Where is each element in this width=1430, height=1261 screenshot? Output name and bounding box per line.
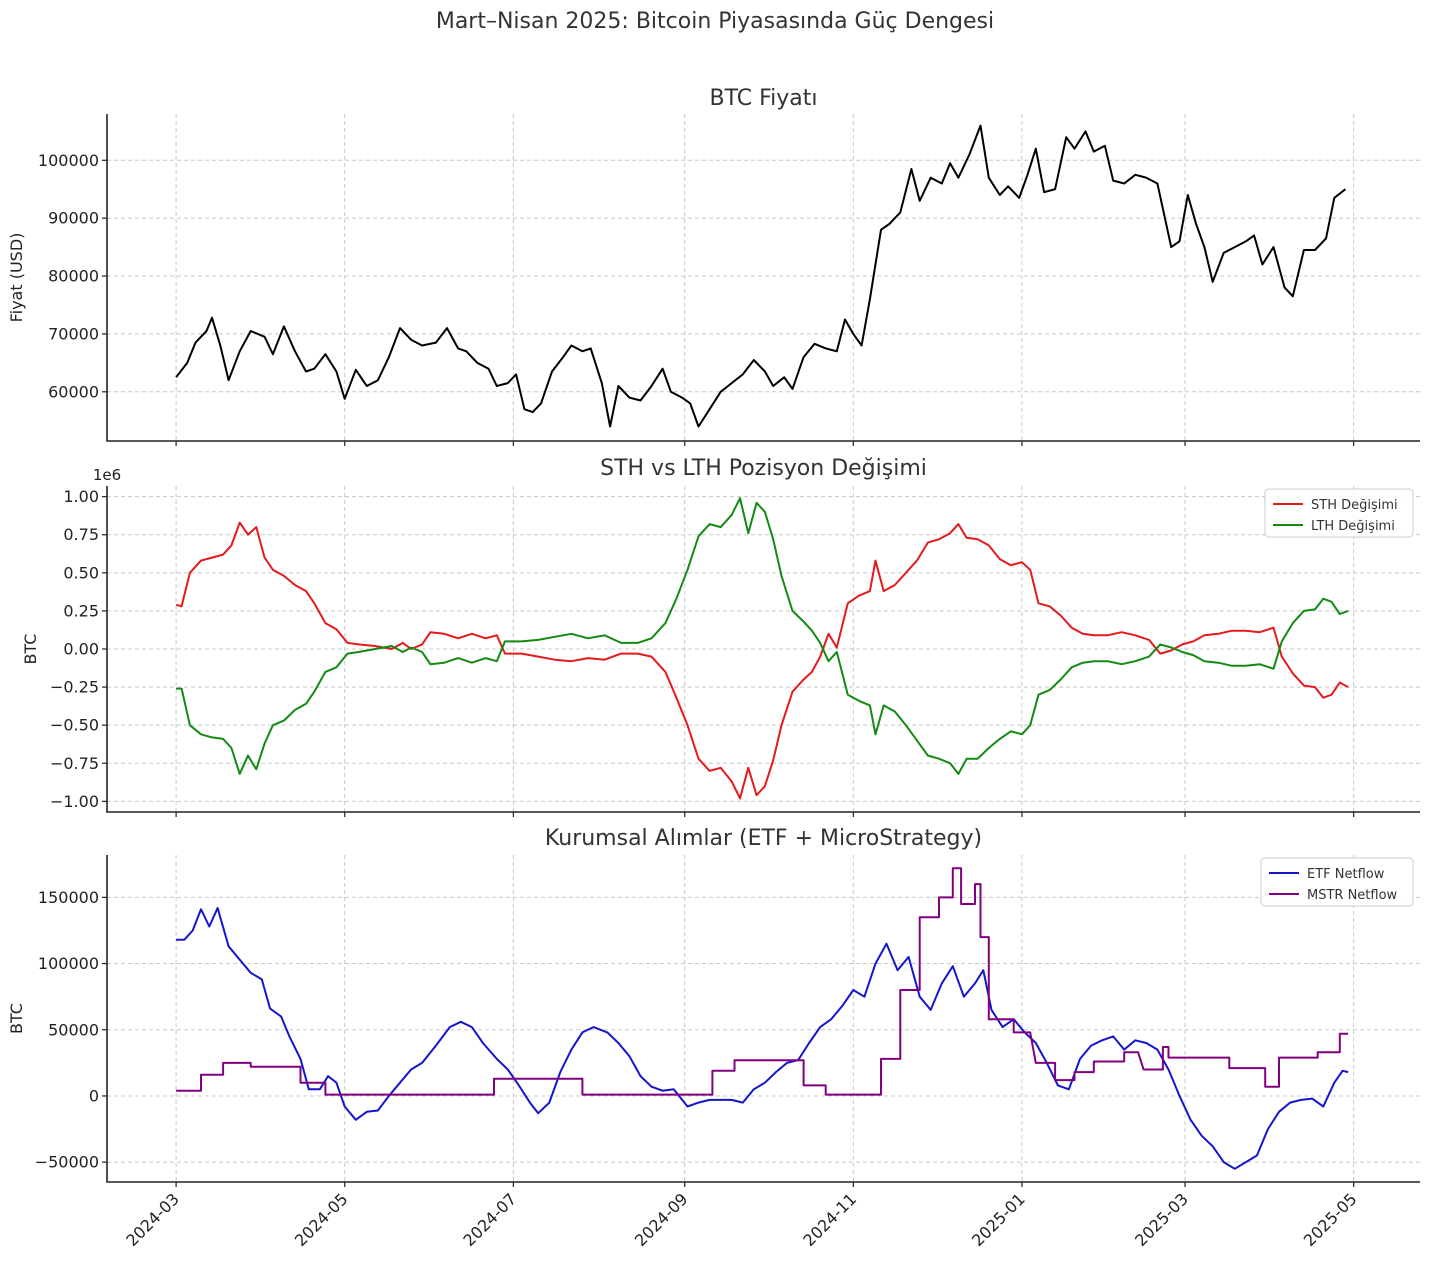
y-tick-label: 0.50 [63, 563, 99, 582]
axis-spine [106, 114, 1420, 442]
y-offset-label: 1e6 [93, 466, 121, 484]
y-tick-label: −50000 [35, 1153, 99, 1172]
y-tick-label: −0.50 [50, 716, 99, 735]
y-tick-label: 0.75 [63, 525, 99, 544]
y-tick-label: 0 [89, 1086, 99, 1105]
y-tick-label: 1.00 [63, 487, 99, 506]
x-tick-label: 2024-09 [631, 1189, 692, 1250]
y-tick-label: 150000 [38, 888, 99, 907]
x-tick-label: 2024-11 [799, 1189, 860, 1250]
institutional-panel: −50000 0 50000 100000 150000 Kurumsal Alımlar… [7, 826, 1420, 1187]
y-tick-label: −0.25 [50, 678, 99, 697]
axis-spine [106, 486, 1420, 813]
y-axis-label: BTC [21, 634, 40, 665]
x-tick-label: 2024-07 [459, 1189, 520, 1250]
series-line-sth-de-i-imi [175, 521, 1349, 800]
legend: ETF Netflow MSTR Netflow [1260, 857, 1414, 907]
panel-title: Kurumsal Alımlar (ETF + MicroStrategy) [545, 826, 982, 851]
y-tick-label: 100000 [38, 151, 99, 170]
legend-entry: STH Değişimi [1311, 498, 1398, 513]
y-axis-label: BTC [7, 1003, 26, 1034]
y-tick-label: −0.75 [50, 754, 99, 773]
x-tick-label: 2025-01 [968, 1189, 1029, 1250]
y-tick-label: 80000 [48, 267, 99, 286]
panel-title: BTC Fiyatı [709, 86, 817, 111]
axis-spine [106, 855, 1420, 1183]
x-tick-label: 2025-03 [1131, 1189, 1192, 1250]
y-tick-label: 100000 [38, 954, 99, 973]
legend-entry: ETF Netflow [1307, 867, 1385, 882]
y-tick-label: 90000 [48, 209, 99, 228]
series-line-btc-price [175, 124, 1347, 428]
price-panel: 60000 70000 80000 90000 100000 BTC Fiyatı Fiya… [7, 86, 1420, 446]
x-tick-label: 2025-05 [1300, 1189, 1361, 1250]
shared-x-axis: 2024-03 2024-05 2024-07 2024-09 2024-11 2025-… [122, 1189, 1360, 1250]
series-line-mstr-netflow [176, 867, 1349, 1096]
legend-entry: LTH Değişimi [1311, 519, 1395, 534]
figure-suptitle: Mart–Nisan 2025: Bitcoin Piyasasında Güç… [436, 9, 994, 34]
legend-entry: MSTR Netflow [1307, 888, 1398, 903]
y-tick-label: 0.25 [63, 601, 99, 620]
holder-panel: 1.00 0.75 0.50 0.25 0.00 −0.25 −0.50 −0.75 −1.00… [21, 456, 1420, 817]
y-tick-label: 0.00 [63, 640, 99, 659]
y-axis-label: Fiyat (USD) [7, 233, 26, 323]
y-tick-label: −1.00 [50, 792, 99, 811]
x-tick-label: 2024-03 [122, 1189, 183, 1250]
y-tick-label: 70000 [48, 324, 99, 343]
series-line-etf-netflow [176, 907, 1349, 1170]
panel-title: STH vs LTH Pozisyon Değişimi [600, 456, 927, 481]
legend: STH Değişimi LTH Değişimi [1264, 488, 1414, 538]
x-tick-label: 2024-05 [291, 1189, 352, 1250]
y-tick-label: 50000 [48, 1020, 99, 1039]
series-line-lth-de-i-imi [176, 497, 1349, 775]
y-tick-label: 60000 [48, 382, 99, 401]
